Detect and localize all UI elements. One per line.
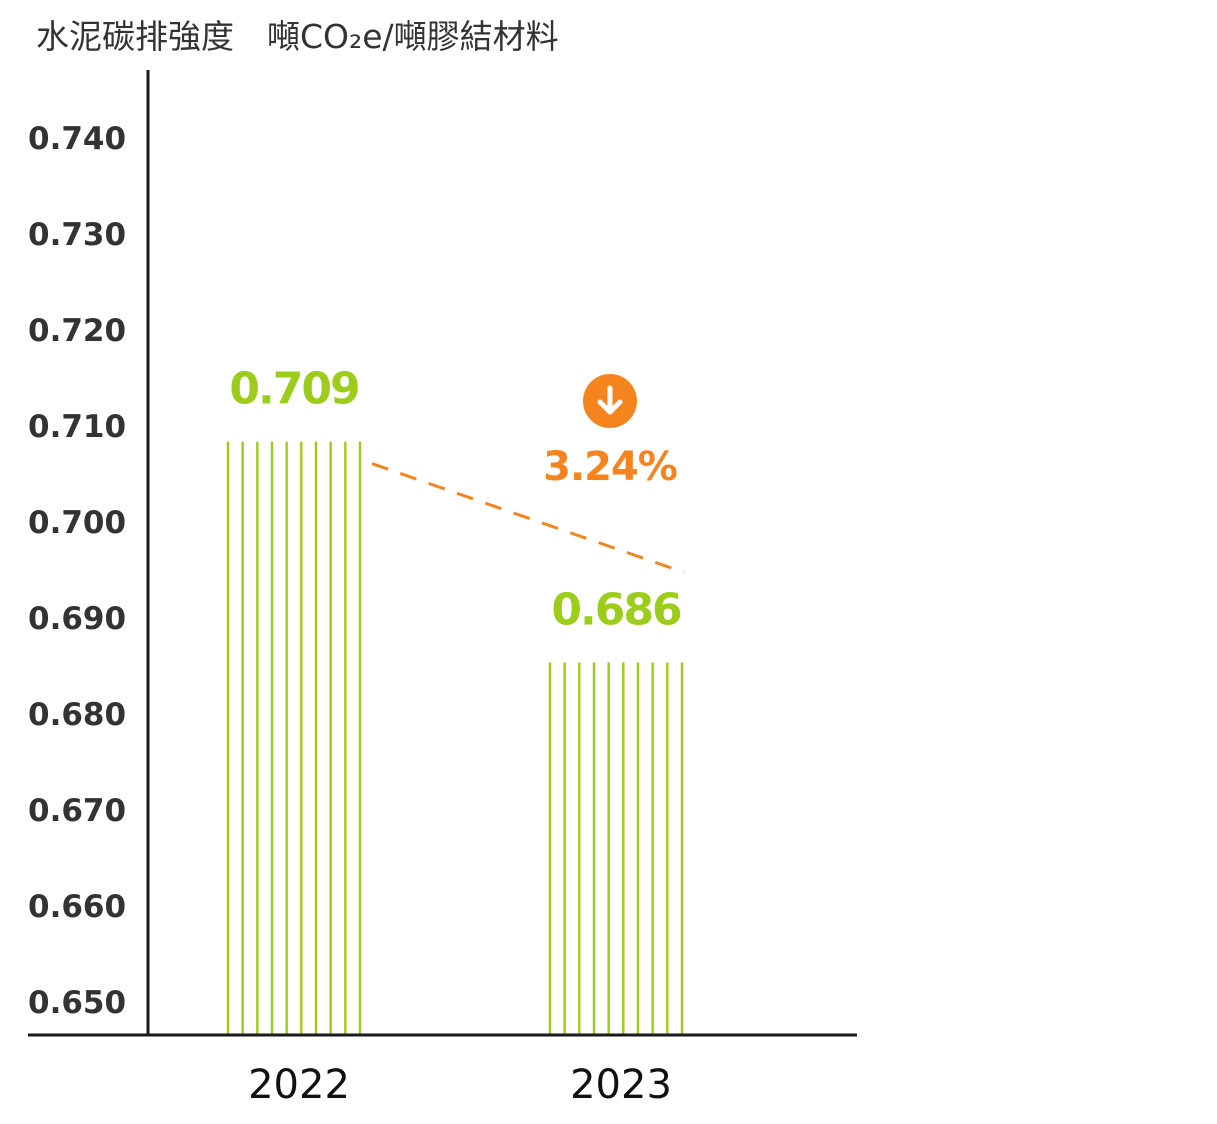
down-arrow-icon xyxy=(583,374,637,428)
bars: 0.709 0.686 xyxy=(226,364,684,1035)
y-tick-label: 0.700 xyxy=(28,505,126,541)
x-axis-ticks: 2022 2023 xyxy=(248,1062,672,1108)
trend-dashed-line xyxy=(371,462,685,574)
y-axis-ticks: 0.650 0.660 0.670 0.680 0.690 0.700 0.710 0.720… xyxy=(28,121,126,1021)
y-tick-label: 0.710 xyxy=(28,409,126,445)
chart-title: 水泥碳排強度 噸CO₂e/噸膠結材料 xyxy=(36,17,559,56)
y-tick-label: 0.670 xyxy=(28,793,126,829)
x-tick-label: 2023 xyxy=(570,1062,672,1108)
bar-value-label: 0.709 xyxy=(229,364,358,415)
y-tick-label: 0.660 xyxy=(28,889,126,925)
change-annotation: 3.24% xyxy=(371,374,685,574)
y-tick-label: 0.720 xyxy=(28,313,126,349)
x-tick-label: 2022 xyxy=(248,1062,350,1108)
y-tick-label: 0.680 xyxy=(28,697,126,733)
y-tick-label: 0.650 xyxy=(28,985,126,1021)
y-tick-label: 0.740 xyxy=(28,121,126,157)
bar-2022 xyxy=(226,441,362,1035)
change-percent-label: 3.24% xyxy=(543,444,677,490)
y-tick-label: 0.690 xyxy=(28,601,126,637)
y-tick-label: 0.730 xyxy=(28,217,126,253)
bar-value-label: 0.686 xyxy=(551,584,681,635)
bar-2023 xyxy=(548,662,684,1035)
